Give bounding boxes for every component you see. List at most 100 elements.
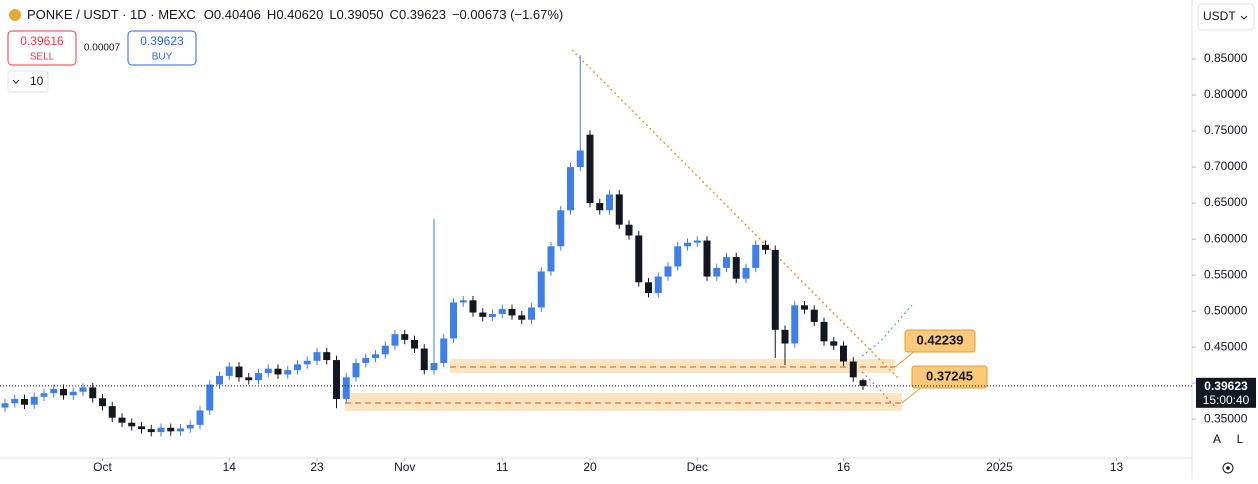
candle-body (245, 377, 253, 381)
candle-body (401, 334, 409, 340)
candle-body (479, 312, 487, 317)
candle-body (138, 426, 145, 430)
quantity[interactable]: 10 (30, 74, 44, 88)
candle-body (459, 300, 467, 303)
candle-body (1, 403, 9, 408)
button-box[interactable] (1230, 430, 1250, 450)
candle-body (411, 339, 418, 349)
y-tick-label: 0.85000 (1204, 51, 1248, 65)
candle-body (508, 308, 516, 316)
quantity-control[interactable]: 10 (7, 70, 49, 93)
header-line: PONKE / USDT · 1D · MEXC O0.40406 H0.40620… (27, 7, 563, 22)
candle-body (674, 246, 682, 267)
candle-body (99, 398, 106, 407)
candle-body (186, 424, 194, 429)
candle-body (333, 360, 340, 399)
candle-body (89, 387, 97, 399)
candle-body (30, 396, 38, 405)
candle-body (157, 427, 165, 433)
candle-body (703, 240, 711, 277)
quantity-box[interactable] (7, 70, 49, 93)
x-tick-label: 14 (223, 460, 237, 474)
candle-body (801, 305, 808, 310)
countdown: 15:00:40 (1203, 393, 1250, 407)
candle-body (557, 210, 565, 247)
y-tick-label: 0.60000 (1204, 231, 1248, 245)
candle-body (391, 334, 399, 346)
candle-body (723, 257, 730, 268)
sell-price[interactable]: 0.39616 (20, 34, 64, 48)
candle-body (713, 267, 721, 277)
candle-body (118, 417, 126, 423)
x-tick-label: 11 (496, 460, 509, 474)
sell-label[interactable]: SELL (30, 52, 55, 63)
scale-a[interactable]: A (1207, 430, 1227, 450)
candle-body (21, 398, 28, 405)
candle-body (859, 380, 867, 386)
level-zone (450, 358, 895, 373)
candle-body (830, 341, 838, 346)
scale-l[interactable]: L (1230, 430, 1250, 450)
ohlc-key: C (390, 7, 399, 22)
candle-body (128, 422, 136, 427)
y-tick-label: 0.80000 (1204, 87, 1248, 101)
x-tick-label: 2025 (986, 460, 1013, 474)
candle-body (313, 352, 321, 361)
candle-body (225, 366, 233, 376)
sell-box[interactable] (7, 30, 77, 66)
sell-button[interactable]: 0.39616 SELL (7, 30, 77, 66)
candle-body (362, 357, 370, 363)
button-box[interactable] (1207, 430, 1227, 450)
scale-button[interactable]: L (1237, 432, 1244, 446)
candle-body (40, 393, 48, 397)
buy-button[interactable]: 0.39623 BUY (127, 30, 197, 66)
projection-up (861, 304, 913, 357)
candle-body (537, 271, 545, 308)
candle-body (352, 362, 360, 378)
currency-button[interactable]: USDT (1197, 3, 1255, 31)
candle-body (742, 267, 750, 279)
x-tick-label: 16 (837, 460, 851, 474)
gear-icon[interactable] (1222, 462, 1234, 474)
x-tick-label: Dec (687, 460, 708, 474)
level-label-box (911, 365, 988, 389)
candle-body (323, 352, 331, 361)
ohlc-value: 0.40406 (214, 7, 261, 22)
candle-body (196, 410, 204, 425)
currency[interactable]: USDT (1203, 9, 1236, 23)
symbol: PONKE / USDT · 1D · MEXC (27, 7, 196, 22)
candle-body (147, 429, 155, 433)
candle-body (732, 257, 740, 279)
candle-body (567, 167, 574, 211)
currency-box[interactable] (1197, 3, 1255, 31)
zones (345, 358, 902, 411)
buy-box[interactable] (127, 30, 197, 66)
level-label: 0.42239 (917, 332, 964, 347)
candle-body (498, 308, 506, 314)
candle-body (294, 364, 301, 371)
x-tick-label: 13 (1110, 460, 1124, 474)
candle-body (79, 387, 87, 392)
scale-button[interactable]: A (1213, 432, 1221, 446)
y-tick-label: 0.50000 (1204, 303, 1248, 317)
candle-body (771, 249, 779, 330)
candle-body (791, 305, 799, 344)
settings-button[interactable] (1222, 462, 1234, 474)
y-tick-label: 0.70000 (1204, 159, 1248, 173)
ohlc-key: O (204, 7, 214, 22)
candle-body (235, 366, 243, 378)
candle-body (372, 354, 379, 358)
candle-body (820, 321, 828, 342)
y-tick-label: 0.55000 (1204, 267, 1248, 281)
ohlc-value: 0.39623 (399, 7, 446, 22)
ohlc-value: 0.40620 (276, 7, 323, 22)
buy-price[interactable]: 0.39623 (140, 34, 184, 48)
candle-body (69, 391, 77, 396)
candle-body (303, 360, 311, 365)
candle-body (284, 370, 292, 375)
candle-body (810, 309, 818, 322)
buy-label[interactable]: BUY (152, 52, 173, 63)
candle-body (596, 203, 604, 211)
ohlc-key: L (329, 7, 336, 22)
candle-body (547, 246, 555, 272)
